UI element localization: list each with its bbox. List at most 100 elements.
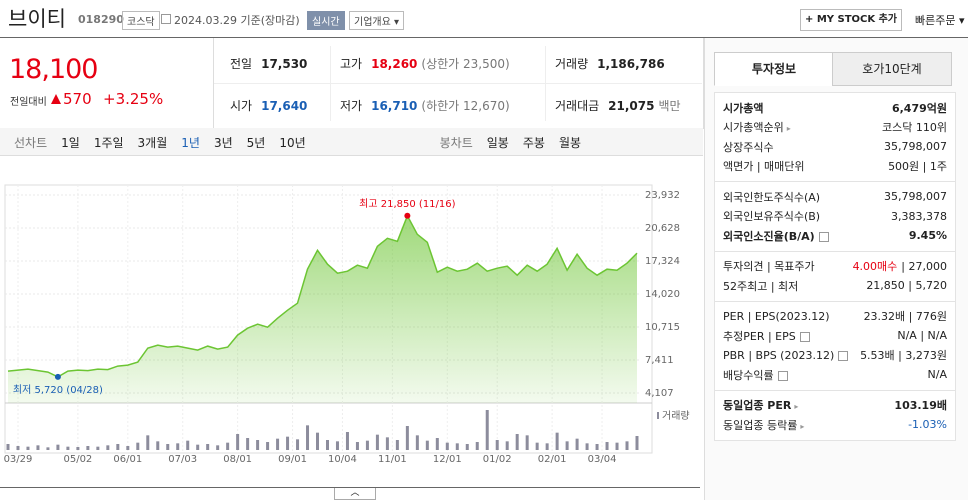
arrow-icon: ▸ [800, 421, 805, 431]
info-label: 시가총액순위 [723, 121, 784, 135]
x-tick-label: 05/02 [63, 454, 92, 465]
volume-bar [505, 441, 509, 450]
volume-bar [306, 425, 310, 450]
volume-bar [495, 440, 499, 450]
realtime-badge[interactable]: 실시간 [307, 11, 345, 30]
volume-legend-icon [657, 412, 659, 419]
y-tick-label: 10,715 [645, 322, 680, 333]
volume-bar [605, 442, 609, 450]
info-value-wrap: 35,798,007 [884, 190, 947, 203]
candle-tab[interactable]: 일봉 [486, 136, 509, 150]
side-tab[interactable]: 호가10단계 [832, 52, 952, 86]
period-tab[interactable]: 10년 [279, 136, 306, 150]
volume-bar [565, 441, 569, 450]
x-tick-label: 03/29 [4, 454, 33, 465]
market-badge: 코스닥 [122, 11, 160, 30]
volume-bar [116, 444, 120, 450]
overview-text: 기업개요 [354, 17, 391, 28]
plot-frame [4, 184, 653, 454]
info-label-wrap: 시가총액 [723, 100, 763, 116]
period-tab[interactable]: 3개월 [137, 136, 168, 150]
info-row: 투자의견 | 목표주가 4.00매수 | 27,000 [723, 257, 947, 277]
volume-bar [76, 447, 80, 450]
volume-bar [46, 447, 50, 450]
info-label: 상장주식수 [723, 140, 774, 154]
volume-title: 거래량 [662, 410, 690, 422]
x-tick-label: 08/01 [223, 454, 252, 465]
quote-label: 시가 [230, 99, 253, 113]
candle-tab[interactable]: 월봉 [558, 136, 582, 150]
quote-item: 전일 17,530 [230, 55, 307, 72]
volume-bar [126, 446, 130, 450]
tab-group-label: 봉차트 [439, 136, 473, 150]
info-label: PER | EPS(2023.12) [723, 309, 830, 323]
info-value-wrap: 35,798,007 [884, 140, 947, 153]
info-value-wrap: 3,383,378 [891, 210, 947, 223]
info-value: 6,479억원 [891, 101, 947, 115]
info-value-wrap: 9.45% [909, 229, 947, 242]
quote-value: 21,075 [608, 99, 655, 113]
info-label-wrap: 시가총액순위 ▸ [723, 119, 791, 135]
quick-order[interactable]: 빠른주문 ▾ [915, 14, 965, 27]
info-value-wrap: 5.53배 | 3,273원 [860, 347, 947, 363]
volume-bar [575, 438, 579, 450]
volume-bar [595, 444, 599, 450]
info-row: 상장주식수 35,798,007 [723, 137, 947, 157]
overview-badge[interactable]: 기업개요 ▾ [349, 11, 405, 30]
collapse-button[interactable]: ︿ [334, 488, 376, 500]
info-row: 추정PER | EPS N/A | N/A [723, 326, 947, 346]
volume-bar [26, 446, 30, 450]
info-value: 23.32배 | 776원 [863, 310, 947, 324]
info-label-wrap: 52주최고 | 최저 [723, 278, 798, 294]
x-tick-label: 12/01 [433, 454, 462, 465]
quote-label: 고가 [340, 57, 363, 71]
volume-bar [156, 441, 160, 450]
mystock-button[interactable]: + MY STOCK 추가 [800, 9, 902, 31]
volume-bar [6, 444, 10, 450]
up-icon [51, 94, 61, 104]
info-value: N/A | N/A [897, 329, 947, 343]
y-tick-label: 20,628 [645, 223, 680, 234]
info-row: 동일업종 PER ▸ 103.19배 [723, 396, 947, 416]
period-tab[interactable]: 1주일 [93, 136, 124, 150]
y-tick-label: 7,411 [645, 355, 674, 366]
quote-label: 거래량 [555, 57, 589, 71]
info-value-wrap: 6,479억원 [892, 100, 947, 116]
volume-bar [316, 432, 320, 450]
volume-bar [475, 442, 479, 450]
info-row: 52주최고 | 최저 21,850 | 5,720 [723, 276, 947, 296]
info-value: 35,798,007 [884, 190, 947, 204]
period-tab[interactable]: 3년 [213, 136, 233, 150]
info-value: | 27,000 [901, 260, 947, 274]
info-label-wrap: 동일업종 등락률 ▸ [723, 417, 804, 433]
info-label-wrap: 투자의견 | 목표주가 [723, 258, 815, 274]
volume-bar [585, 443, 589, 450]
period-tab[interactable]: 1년 [181, 136, 200, 150]
info-row: 액면가 | 매매단위 500원 | 1주 [723, 157, 947, 177]
info-label-wrap: 상장주식수 [723, 139, 774, 155]
volume-bar [56, 444, 60, 450]
x-tick-label: 09/01 [278, 454, 307, 465]
candle-tab[interactable]: 주봉 [522, 136, 545, 150]
change: 570 [63, 90, 92, 108]
quote-value: 18,260 [371, 57, 418, 71]
info-row: 외국인소진율(B/A) 9.45% [723, 226, 947, 246]
extreme-dot [404, 212, 411, 219]
volume-bar [635, 436, 639, 450]
y-tick-label: 14,020 [645, 289, 680, 300]
info-row: 시가총액순위 ▸ 코스닥 110위 [723, 118, 947, 138]
side-tab[interactable]: 투자정보 [714, 52, 834, 86]
info-value-wrap: 500원 | 1주 [888, 158, 947, 174]
volume-bar [36, 445, 40, 450]
x-tick-label: 01/02 [483, 454, 512, 465]
extreme-dot [54, 373, 61, 380]
help-icon [777, 370, 788, 381]
volume-bar [66, 446, 70, 450]
quote-item: 거래대금 21,075 백만 [555, 97, 681, 114]
period-tab[interactable]: 5년 [246, 136, 266, 150]
volume-bar [515, 434, 519, 450]
period-tab[interactable]: 1일 [61, 136, 80, 150]
info-value: 9.45% [908, 229, 947, 243]
